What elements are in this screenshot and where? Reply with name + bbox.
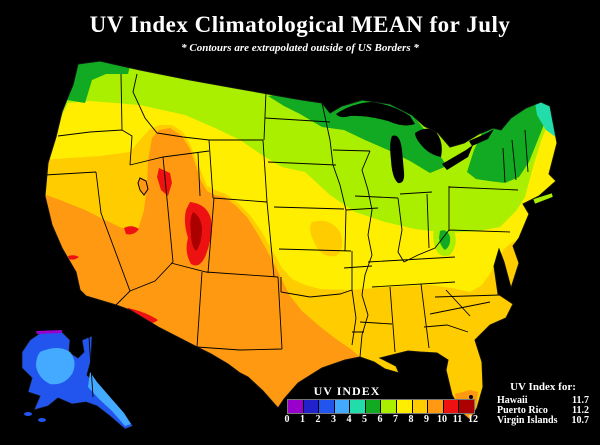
legend-swatch [428,400,444,413]
lake-superior [336,102,415,126]
island-value: 11.2 [572,405,589,416]
state-borders [45,73,529,358]
page-subtitle: * Contours are extrapolated outside of U… [181,42,419,54]
island-value: 10.7 [571,415,590,426]
contour-appalachia-green-core [439,230,451,250]
legend-tick: 12 [468,414,478,425]
page-title: UV Index Climatological MEAN for July [89,12,511,37]
alaska [21,330,134,430]
legend-tick: 0 [284,414,290,425]
legend-tick: 6 [377,414,383,425]
legend-swatch [350,400,366,413]
alaska-canada-border [88,336,94,398]
legend-swatch [459,400,474,413]
legend-swatch [365,400,382,413]
islands-row-puerto-rico: Puerto Rico 11.2 [497,406,589,416]
alaska-arctic-strip-uv-0-1 [36,330,62,334]
legend-swatch [303,400,320,413]
great-lakes [336,102,494,399]
state-borders-east [354,129,529,353]
contour-uv-5-6 [60,61,549,183]
legend-tick: 3 [331,414,336,425]
legend-tick: 8 [408,414,414,425]
legend-ticks: 0 1 2 3 4 5 6 7 8 9 10 11 12 [285,414,487,426]
lake-okeechobee [469,395,473,399]
legend-swatch [334,400,351,413]
lake-michigan [390,135,405,184]
legend-tick: 9 [424,414,429,425]
aleutian-island [24,412,32,416]
aleutian-island [38,418,46,422]
legend-tick: 2 [315,414,321,425]
contour-uv-9-10 [45,128,363,420]
islands-row-hawaii: Hawaii 11.7 [497,396,589,406]
island-name: Hawaii [497,395,528,406]
legend-swatch [412,400,429,413]
legend-title: UV INDEX [313,384,381,398]
long-island [532,192,554,205]
state-borders-central [264,102,393,358]
lake-ontario [469,129,494,146]
legend-swatch [443,400,460,413]
great-salt-lake [137,177,149,196]
state-borders-west [45,73,283,351]
contour-uv-11-12 [190,212,202,251]
legend-swatches [287,399,475,414]
island-name: Puerto Rico [497,405,548,416]
legend-swatch [381,400,398,413]
legend-swatch [319,400,335,413]
islands-title: UV Index for: [510,381,576,393]
island-value: 11.7 [572,395,589,406]
legend-tick: 5 [362,414,367,425]
lake-huron [415,128,442,157]
island-name: Virgin Islands [497,415,558,426]
lake-erie [442,145,473,170]
legend-tick: 1 [300,414,305,425]
legend-tick: 10 [437,414,447,425]
islands-row-virgin-islands: Virgin Islands 10.7 [497,416,589,426]
legend-swatch [397,400,413,413]
alaska-interior-uv-3-4 [36,348,75,385]
alaska-panhandle-uv-3-4 [88,372,131,426]
legend-tick: 11 [452,414,463,425]
islands-panel: UV Index for: Hawaii 11.7 Puerto Rico 11… [497,381,589,426]
legend-tick: 4 [346,414,352,425]
legend-swatch [288,400,304,413]
legend-tick: 7 [393,414,398,425]
